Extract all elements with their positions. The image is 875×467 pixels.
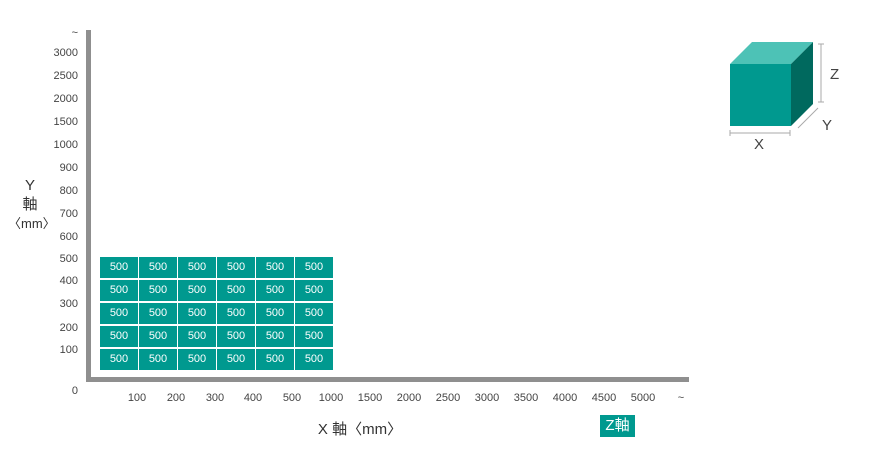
x-tick-label: 4500	[591, 392, 617, 404]
x-tick-label: 4000	[552, 392, 578, 404]
x-tick-label: 5000	[630, 392, 656, 404]
cube-dimension-diagram: Z Y X	[722, 36, 852, 156]
grid-cell[interactable]: 500	[256, 303, 294, 324]
y-axis-line	[86, 30, 91, 382]
x-tick-label: 2500	[435, 392, 461, 404]
grid-cell[interactable]: 500	[295, 303, 333, 324]
x-tick-label: 500	[282, 392, 302, 404]
grid-cell[interactable]: 500	[100, 303, 138, 324]
y-dimension-line	[797, 107, 819, 129]
grid-cell[interactable]: 500	[139, 349, 177, 370]
value-grid: 500 500 500 500 500 500 500 500 500 500 500 500 500 5…	[100, 257, 333, 370]
x-tick-label: 200	[166, 392, 186, 404]
x-tick-label: 3500	[513, 392, 539, 404]
y-tick-label: 100	[59, 344, 78, 356]
cube-side-face	[791, 42, 813, 126]
grid-cell[interactable]: 500	[295, 280, 333, 301]
y-axis-title-line: Y	[24, 177, 35, 194]
y-tick-label: 500	[59, 253, 78, 265]
x-tick-label: 300	[205, 392, 225, 404]
grid-cell[interactable]: 500	[100, 257, 138, 278]
y-tick-label: 200	[59, 322, 78, 334]
y-tick-label: 3000	[53, 47, 78, 59]
grid-cell[interactable]: 500	[256, 349, 294, 370]
grid-cell[interactable]: 500	[139, 257, 177, 278]
y-tick-label: 1000	[53, 139, 78, 151]
grid-cell[interactable]: 500	[217, 303, 255, 324]
cube-x-label: X	[754, 136, 765, 153]
x-tick-label: 400	[243, 392, 263, 404]
grid-cell[interactable]: 500	[139, 280, 177, 301]
y-tick-label: 400	[59, 275, 78, 287]
grid-cell[interactable]: 500	[217, 280, 255, 301]
grid-cell[interactable]: 500	[295, 326, 333, 347]
grid-cell[interactable]: 500	[256, 257, 294, 278]
grid-cell[interactable]: 500	[217, 257, 255, 278]
cube-icon	[729, 42, 824, 136]
y-tick-label: 900	[59, 162, 78, 174]
y-tick-label: 0	[71, 385, 78, 397]
y-axis-title-line: 〈mm〉	[8, 216, 56, 231]
grid-cell[interactable]: 500	[178, 303, 216, 324]
y-tick-label: 300	[59, 298, 78, 310]
grid-cell[interactable]: 500	[178, 326, 216, 347]
grid-cell[interactable]: 500	[139, 303, 177, 324]
grid-cell[interactable]: 500	[256, 326, 294, 347]
y-tick-label: 2500	[53, 70, 78, 82]
y-tick-label: 600	[59, 231, 78, 243]
grid-cell[interactable]: 500	[100, 349, 138, 370]
grid-cell[interactable]: 500	[139, 326, 177, 347]
y-tick-label: 700	[59, 208, 78, 220]
grid-cell[interactable]: 500	[178, 349, 216, 370]
grid-cell[interactable]: 500	[256, 280, 294, 301]
grid-cell[interactable]: 500	[295, 257, 333, 278]
grid-cell[interactable]: 500	[217, 349, 255, 370]
cube-z-label: Z	[830, 66, 840, 83]
y-axis-title-line: 軸	[22, 196, 38, 213]
y-axis-title: Y 軸 〈mm〉	[8, 176, 56, 233]
y-tick-label: 2000	[53, 93, 78, 105]
cube-top-face	[730, 42, 813, 64]
x-tick-label: 100	[127, 392, 147, 404]
x-tick-label: 1500	[357, 392, 383, 404]
z-axis-badge[interactable]: Z軸	[600, 415, 635, 437]
grid-cell[interactable]: 500	[178, 257, 216, 278]
y-tick-label: ~	[71, 27, 78, 39]
x-tick-label: 1000	[318, 392, 344, 404]
x-axis-line	[86, 377, 689, 382]
y-tick-label: 800	[59, 185, 78, 197]
grid-cell[interactable]: 500	[100, 326, 138, 347]
x-tick-label: 2000	[396, 392, 422, 404]
x-tick-label: 3000	[474, 392, 500, 404]
grid-cell[interactable]: 500	[295, 349, 333, 370]
grid-cell[interactable]: 500	[178, 280, 216, 301]
grid-cell[interactable]: 500	[217, 326, 255, 347]
x-axis-title: X 軸〈mm〉	[317, 421, 403, 438]
cube-y-label: Y	[822, 117, 833, 134]
grid-cell[interactable]: 500	[100, 280, 138, 301]
x-tick-label: ~	[677, 392, 685, 404]
cube-front-face	[730, 64, 791, 126]
y-tick-label: 1500	[53, 116, 78, 128]
